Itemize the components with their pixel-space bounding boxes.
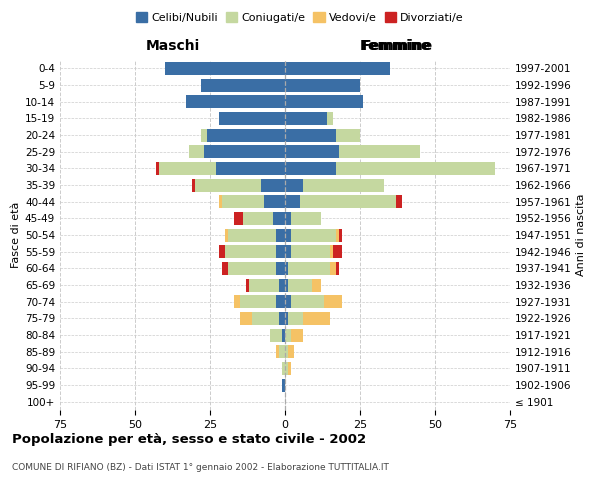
Bar xyxy=(201,128,207,141)
Bar xyxy=(300,195,396,208)
Bar xyxy=(285,245,291,258)
Bar xyxy=(240,295,276,308)
Bar xyxy=(291,295,324,308)
Bar xyxy=(303,178,384,192)
Bar xyxy=(339,228,342,241)
Bar xyxy=(288,278,312,291)
Bar xyxy=(336,162,495,175)
Bar xyxy=(228,228,276,241)
Bar xyxy=(285,212,291,225)
Bar xyxy=(273,212,285,225)
Text: Maschi: Maschi xyxy=(145,38,200,52)
Bar xyxy=(222,195,264,208)
Bar xyxy=(222,262,228,275)
Bar xyxy=(336,228,339,241)
Bar xyxy=(291,212,321,225)
Bar xyxy=(219,245,225,258)
Bar xyxy=(282,378,285,392)
Bar xyxy=(285,295,291,308)
Bar xyxy=(288,362,291,375)
Bar xyxy=(330,245,333,258)
Bar xyxy=(261,178,285,192)
Bar xyxy=(336,262,339,275)
Bar xyxy=(327,112,333,125)
Bar xyxy=(285,112,327,125)
Bar xyxy=(285,128,336,141)
Bar xyxy=(243,212,273,225)
Bar xyxy=(291,245,330,258)
Bar xyxy=(285,95,363,108)
Bar xyxy=(240,312,252,325)
Bar xyxy=(288,345,294,358)
Bar xyxy=(204,145,285,158)
Bar xyxy=(291,328,303,342)
Bar xyxy=(285,328,291,342)
Bar xyxy=(279,278,285,291)
Bar xyxy=(333,245,342,258)
Bar xyxy=(249,278,279,291)
Text: Femmine: Femmine xyxy=(359,39,431,53)
Bar xyxy=(285,78,360,92)
Bar xyxy=(201,78,285,92)
Bar xyxy=(285,312,288,325)
Bar xyxy=(189,145,204,158)
Bar xyxy=(156,162,159,175)
Bar xyxy=(285,145,339,158)
Bar xyxy=(291,228,336,241)
Bar xyxy=(234,295,240,308)
Legend: Celibi/Nubili, Coniugati/e, Vedovi/e, Divorziati/e: Celibi/Nubili, Coniugati/e, Vedovi/e, Di… xyxy=(132,8,468,28)
Bar xyxy=(330,262,336,275)
Bar xyxy=(219,195,222,208)
Bar xyxy=(225,245,276,258)
Bar xyxy=(285,228,291,241)
Bar xyxy=(339,145,420,158)
Bar xyxy=(252,312,279,325)
Bar xyxy=(165,62,285,75)
Bar xyxy=(276,228,285,241)
Bar xyxy=(207,128,285,141)
Bar xyxy=(186,95,285,108)
Bar xyxy=(285,278,288,291)
Bar xyxy=(276,295,285,308)
Bar xyxy=(285,345,288,358)
Bar xyxy=(285,195,300,208)
Bar xyxy=(234,212,243,225)
Bar xyxy=(324,295,342,308)
Bar xyxy=(225,228,228,241)
Bar xyxy=(282,328,285,342)
Bar xyxy=(216,162,285,175)
Bar xyxy=(396,195,402,208)
Bar xyxy=(246,278,249,291)
Bar xyxy=(270,328,282,342)
Bar xyxy=(276,345,279,358)
Bar xyxy=(288,312,303,325)
Bar xyxy=(285,262,288,275)
Bar xyxy=(279,312,285,325)
Bar xyxy=(192,178,195,192)
Bar xyxy=(276,262,285,275)
Bar xyxy=(285,178,303,192)
Bar xyxy=(312,278,321,291)
Bar xyxy=(288,262,330,275)
Y-axis label: Anni di nascita: Anni di nascita xyxy=(576,194,586,276)
Text: COMUNE DI RIFIANO (BZ) - Dati ISTAT 1° gennaio 2002 - Elaborazione TUTTITALIA.IT: COMUNE DI RIFIANO (BZ) - Dati ISTAT 1° g… xyxy=(12,462,389,471)
Bar xyxy=(279,345,285,358)
Bar xyxy=(195,178,261,192)
Text: Popolazione per età, sesso e stato civile - 2002: Popolazione per età, sesso e stato civil… xyxy=(12,432,366,446)
Bar xyxy=(219,112,285,125)
Bar xyxy=(282,362,285,375)
Y-axis label: Fasce di età: Fasce di età xyxy=(11,202,21,268)
Bar xyxy=(285,362,288,375)
Bar xyxy=(264,195,285,208)
Bar xyxy=(303,312,330,325)
Bar xyxy=(336,128,360,141)
Bar xyxy=(285,162,336,175)
Text: Femmine: Femmine xyxy=(362,38,433,52)
Bar xyxy=(276,245,285,258)
Bar xyxy=(228,262,276,275)
Bar xyxy=(285,62,390,75)
Bar xyxy=(159,162,216,175)
